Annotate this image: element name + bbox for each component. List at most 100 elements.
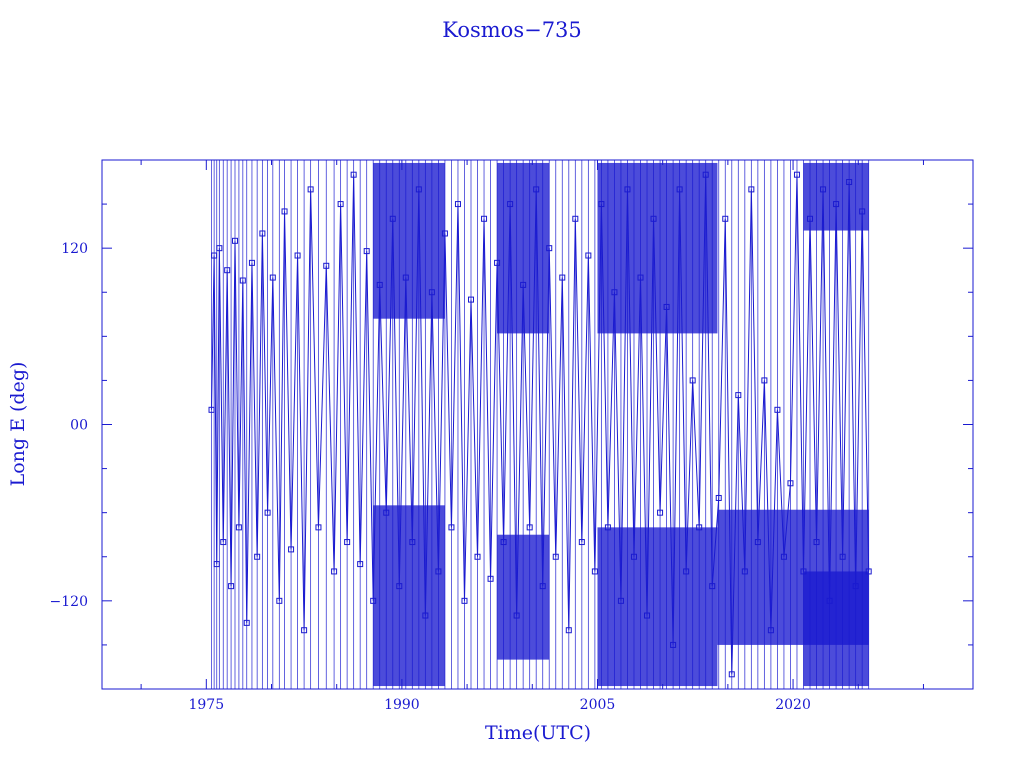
data-point [709, 583, 716, 590]
data-point [800, 568, 807, 575]
y-tick-label: 120 [61, 241, 88, 257]
density-band [373, 505, 445, 687]
data-point [507, 201, 514, 208]
data-point [630, 553, 637, 560]
density-band [597, 527, 718, 687]
data-point [315, 524, 322, 531]
data-point [461, 597, 468, 604]
data-point [350, 171, 357, 178]
data-point [307, 186, 314, 193]
data-point [702, 171, 709, 178]
data-point [741, 568, 748, 575]
data-point [389, 215, 396, 222]
data-point [676, 186, 683, 193]
y-tick-label: −120 [50, 594, 88, 610]
data-point [357, 561, 364, 568]
data-point [301, 627, 308, 634]
data-point [474, 553, 481, 560]
data-point [243, 619, 250, 626]
data-point [468, 296, 475, 303]
data-point [331, 568, 338, 575]
data-point [402, 274, 409, 281]
data-point [696, 524, 703, 531]
data-point [774, 406, 781, 413]
data-point [520, 281, 527, 288]
data-point [715, 494, 722, 501]
data-point [572, 215, 579, 222]
data-point [211, 252, 218, 259]
data-point [793, 171, 800, 178]
data-point [248, 259, 255, 266]
data-point [370, 597, 377, 604]
data-point [344, 539, 351, 546]
data-point [559, 274, 566, 281]
data-point [487, 575, 494, 582]
data-point [833, 201, 840, 208]
data-point [735, 392, 742, 399]
data-point [383, 509, 390, 516]
data-point [208, 406, 215, 413]
data-point [213, 561, 220, 568]
data-point [526, 524, 533, 531]
density-band [597, 162, 718, 334]
x-tick-label: 1975 [188, 697, 224, 713]
data-point [585, 252, 592, 259]
data-point [754, 539, 761, 546]
data-point [813, 539, 820, 546]
data-point [839, 553, 846, 560]
data-point [276, 597, 283, 604]
data-point [500, 539, 507, 546]
data-point [578, 539, 585, 546]
data-point [533, 186, 540, 193]
data-point [220, 539, 227, 546]
data-point [294, 252, 301, 259]
x-tick-label: 2005 [580, 697, 616, 713]
data-point [435, 568, 442, 575]
data-point [259, 230, 266, 237]
data-point [591, 568, 598, 575]
data-point [598, 201, 605, 208]
data-point [663, 303, 670, 310]
data-point [546, 245, 553, 252]
x-tick-label: 2020 [775, 697, 811, 713]
series-longitude [211, 160, 870, 689]
data-point [565, 627, 572, 634]
data-point [644, 612, 651, 619]
chart-title: Kosmos−735 [442, 18, 582, 42]
data-point [323, 262, 330, 269]
data-point [624, 186, 631, 193]
data-point [409, 539, 416, 546]
data-point [288, 546, 295, 553]
data-point [617, 597, 624, 604]
data-point [722, 215, 729, 222]
density-band [373, 162, 445, 319]
data-point [539, 583, 546, 590]
data-point [216, 245, 223, 252]
data-point [481, 215, 488, 222]
data-point [448, 524, 455, 531]
data-point [846, 179, 853, 186]
data-point [728, 671, 735, 678]
data-point [552, 553, 559, 560]
x-axis-label: Time(UTC) [485, 722, 591, 744]
data-point [865, 568, 872, 575]
data-point [657, 509, 664, 516]
data-point [670, 641, 677, 648]
y-axis-ticks: 120 00 −120 [50, 159, 973, 646]
x-tick-label: 1990 [384, 697, 420, 713]
data-point [376, 281, 383, 288]
data-point [611, 289, 618, 296]
data-point [780, 553, 787, 560]
data-point [428, 289, 435, 296]
data-point [415, 186, 422, 193]
data-point [254, 553, 261, 560]
data-point [231, 237, 238, 244]
data-point [748, 186, 755, 193]
data-point [454, 201, 461, 208]
data-point [513, 612, 520, 619]
data-point [235, 524, 242, 531]
y-tick-label: 00 [70, 418, 88, 434]
data-point [269, 274, 276, 281]
data-point [441, 230, 448, 237]
